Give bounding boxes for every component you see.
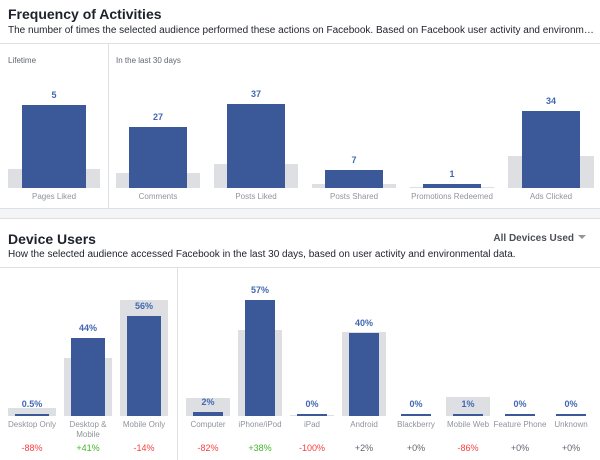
benchmark-bar <box>446 397 490 416</box>
chart-column: 27 Comments <box>116 70 200 201</box>
chart-column: 0.5% Desktop Only -88% <box>8 296 56 453</box>
value-bar <box>245 300 275 416</box>
value-label: 7 <box>351 155 357 165</box>
chart-column: 44% Desktop & Mobile +41% <box>64 296 112 453</box>
device-users-description: How the selected audience accessed Faceb… <box>8 249 516 260</box>
value-bar <box>556 414 586 416</box>
delta-label: +0% <box>510 443 530 453</box>
frequency-title: Frequency of Activities <box>8 6 162 22</box>
chart-column: 0% Unknown +0% <box>550 296 592 453</box>
category-label: Computer <box>190 420 226 429</box>
category-label: Mobile Only <box>122 420 166 429</box>
category-label: Feature Phone <box>493 420 547 429</box>
chart-column: 0% iPad -100% <box>290 296 334 453</box>
chevron-down-icon <box>578 235 586 239</box>
category-label: Blackberry <box>397 420 435 429</box>
value-bar <box>193 412 223 416</box>
frequency-column-divider <box>108 44 109 209</box>
value-label: 1 <box>449 169 455 179</box>
value-label: 37 <box>250 89 261 99</box>
value-label: 56% <box>134 301 153 311</box>
category-label: iPad <box>303 420 320 429</box>
category-label: Posts Liked <box>235 192 277 201</box>
value-bar <box>423 184 481 188</box>
category-label: Unknown <box>554 420 588 429</box>
value-bar <box>127 316 161 416</box>
value-bar <box>349 333 379 416</box>
value-label: 57% <box>250 285 269 295</box>
chart-column: 34 Ads Clicked <box>508 70 594 201</box>
value-bar <box>71 338 105 416</box>
last-30-days-label: In the last 30 days <box>116 56 181 65</box>
frequency-divider <box>0 43 600 44</box>
chart-column: 1 Promotions Redeemed <box>410 70 494 201</box>
section-separator <box>0 208 600 219</box>
category-label: Mobile Web <box>446 420 490 429</box>
delta-label: +41% <box>76 443 100 453</box>
device-users-title: Device Users <box>8 231 96 247</box>
delta-label: +38% <box>248 443 272 453</box>
delta-label: -14% <box>133 443 155 453</box>
delta-label: -82% <box>197 443 219 453</box>
value-bar <box>15 414 49 416</box>
benchmark-bar <box>8 408 56 416</box>
chart-column: 2% Computer -82% <box>186 296 230 453</box>
delta-label: +2% <box>354 443 374 453</box>
device-column-divider <box>177 268 178 460</box>
chart-column: 40% Android +2% <box>342 296 386 453</box>
value-label: 5 <box>51 90 57 100</box>
value-bar <box>129 127 187 188</box>
chart-column: 1% Mobile Web -86% <box>446 296 490 453</box>
value-label: 0% <box>305 399 319 409</box>
delta-label: -86% <box>457 443 479 453</box>
category-label: Pages Liked <box>31 192 77 201</box>
value-bar <box>325 170 383 188</box>
category-label: Ads Clicked <box>529 192 573 201</box>
chart-column: 7 Posts Shared <box>312 70 396 201</box>
category-label: Posts Shared <box>329 192 379 201</box>
delta-label: -100% <box>298 443 325 453</box>
value-bar <box>22 105 86 188</box>
value-bar <box>453 414 483 416</box>
chart-column: 56% Mobile Only -14% <box>120 296 168 453</box>
chart-column: 37 Posts Liked <box>214 70 298 201</box>
value-bar <box>297 414 327 416</box>
value-bar <box>522 111 580 188</box>
category-label: Promotions Redeemed <box>411 192 493 201</box>
devices-filter-label: All Devices Used <box>493 233 574 244</box>
chart-column: 5 Pages Liked <box>8 70 100 201</box>
value-label: 40% <box>354 318 373 328</box>
value-label: 1% <box>461 399 475 409</box>
category-label: Desktop & Mobile <box>69 420 107 439</box>
value-label: 27 <box>152 112 163 122</box>
value-label: 0% <box>513 399 527 409</box>
device-divider <box>0 267 600 268</box>
delta-label: +0% <box>561 443 581 453</box>
value-bar <box>401 414 431 416</box>
delta-label: +0% <box>406 443 426 453</box>
value-label: 44% <box>78 323 97 333</box>
benchmark-bar <box>186 398 230 416</box>
category-label: Comments <box>138 192 178 201</box>
value-bar <box>227 104 285 188</box>
value-label: 2% <box>201 397 215 407</box>
lifetime-label: Lifetime <box>8 56 37 65</box>
category-label: iPhone/iPod <box>238 420 282 429</box>
value-bar <box>505 414 535 416</box>
value-label: 0.5% <box>21 399 43 409</box>
category-label: Desktop Only <box>7 420 57 429</box>
devices-filter-dropdown[interactable]: All Devices Used <box>493 233 586 244</box>
chart-column: 0% Blackberry +0% <box>394 296 438 453</box>
chart-column: 57% iPhone/iPod +38% <box>238 285 282 453</box>
value-label: 0% <box>409 399 423 409</box>
delta-label: -88% <box>21 443 43 453</box>
value-label: 34 <box>545 96 556 106</box>
category-label: Android <box>350 420 378 429</box>
value-label: 0% <box>564 399 578 409</box>
frequency-description: The number of times the selected audienc… <box>8 25 596 36</box>
chart-column: 0% Feature Phone +0% <box>494 296 547 453</box>
